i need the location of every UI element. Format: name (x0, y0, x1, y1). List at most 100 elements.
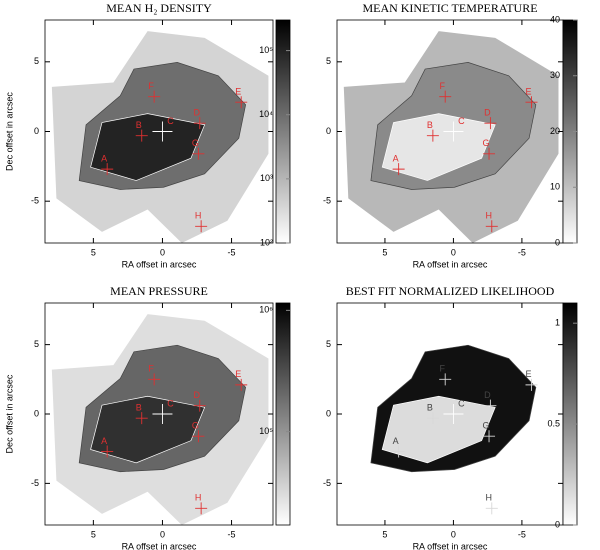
source-marker (525, 96, 538, 109)
source-marker (193, 399, 206, 412)
y-tick-label: -5 (323, 478, 331, 488)
source-label: F (439, 364, 445, 374)
source-marker (484, 117, 497, 130)
panel-title: MEAN KINETIC TEMPERATURE (362, 1, 537, 15)
x-axis-label: RA offset in arcsec (413, 259, 488, 269)
source-label: A (101, 436, 107, 446)
x-axis-label: RA offset in arcsec (122, 259, 197, 269)
panel-title: MEAN PRESSURE (110, 284, 208, 298)
source-marker (135, 129, 148, 142)
x-tick-label: 5 (382, 529, 387, 539)
map-region (381, 113, 496, 181)
y-tick-label: -5 (31, 478, 39, 488)
source-label: G (192, 138, 199, 148)
colorbar-tick-label: 40 (550, 14, 560, 24)
source-marker (235, 96, 248, 109)
y-tick-label: 5 (34, 339, 39, 349)
y-axis-label: Dec offset in arcsec (4, 92, 14, 171)
source-label: B (136, 120, 142, 130)
source-label: D (484, 390, 491, 400)
source-label: D (194, 108, 201, 118)
source-marker (195, 220, 208, 233)
colorbar-tick-label: 10⁵ (259, 45, 273, 55)
source-marker (152, 121, 173, 142)
source-marker (235, 378, 248, 391)
source-label: G (192, 421, 199, 431)
x-tick-label: 0 (160, 247, 165, 257)
x-tick-label: 5 (91, 529, 96, 539)
source-marker (101, 163, 114, 176)
x-tick-label: -5 (228, 529, 236, 539)
source-marker (152, 404, 173, 424)
x-tick-label: -5 (228, 247, 236, 257)
source-label: F (148, 81, 154, 91)
source-marker (392, 445, 405, 458)
map-region (90, 113, 206, 181)
colorbar-tick-label: 0 (555, 519, 560, 529)
colorbar-tick-label: 20 (550, 126, 560, 136)
y-tick-label: 0 (326, 408, 331, 418)
colorbar-tick-label: 10 (550, 182, 560, 192)
source-marker (443, 404, 464, 424)
panel-title: BEST FIT NORMALIZED LIKELIHOOD (346, 284, 555, 298)
source-label: H (486, 493, 493, 503)
x-axis-label: RA offset in arcsec (413, 541, 488, 550)
x-tick-label: -5 (518, 247, 526, 257)
map-region (381, 395, 496, 464)
source-label: E (235, 369, 241, 379)
source-marker (439, 90, 452, 103)
source-label: D (484, 108, 491, 118)
source-label: A (393, 436, 399, 446)
source-label: E (525, 87, 531, 97)
colorbar-tick-label: 10⁵ (259, 426, 273, 436)
source-label: B (427, 403, 433, 413)
source-label: C (167, 398, 174, 408)
colorbar (275, 302, 291, 526)
source-label: C (167, 116, 174, 126)
source-marker (485, 502, 498, 515)
source-marker (484, 399, 497, 412)
x-tick-label: 5 (91, 247, 96, 257)
x-tick-label: 5 (382, 247, 387, 257)
source-marker (483, 430, 496, 443)
source-marker (192, 430, 205, 443)
source-label: B (427, 120, 433, 130)
source-marker (426, 129, 439, 142)
colorbar-tick-label: 30 (550, 70, 560, 80)
colorbar-tick-label: 0.5 (547, 418, 560, 428)
source-marker (485, 220, 498, 233)
source-label: C (458, 398, 465, 408)
source-marker (525, 378, 538, 391)
y-tick-label: 5 (326, 339, 331, 349)
panel-title: MEAN H₂ DENSITY (106, 1, 212, 15)
x-tick-label: 0 (451, 247, 456, 257)
source-label: G (483, 421, 490, 431)
source-marker (135, 412, 148, 425)
colorbar-tick-label: 10⁴ (259, 109, 273, 119)
source-marker (392, 163, 405, 176)
colorbar (275, 19, 291, 244)
source-marker (192, 147, 205, 160)
x-axis-label: RA offset in arcsec (122, 541, 197, 550)
source-label: E (525, 369, 531, 379)
source-label: A (393, 154, 399, 164)
source-label: E (235, 87, 241, 97)
source-marker (426, 412, 439, 425)
x-tick-label: -5 (518, 529, 526, 539)
y-tick-label: 5 (34, 56, 39, 66)
colorbar-tick-label: 10³ (260, 173, 273, 183)
colorbar-tick-label: 10² (260, 237, 273, 247)
source-marker (439, 373, 452, 386)
source-label: B (136, 403, 142, 413)
source-label: H (195, 493, 202, 503)
colorbar (562, 302, 578, 526)
source-label: H (486, 211, 493, 221)
source-label: F (439, 81, 445, 91)
y-tick-label: 5 (326, 56, 331, 66)
source-marker (443, 121, 464, 142)
source-marker (195, 502, 208, 515)
y-tick-label: -5 (31, 196, 39, 206)
x-tick-label: 0 (160, 529, 165, 539)
map-region (90, 395, 206, 464)
